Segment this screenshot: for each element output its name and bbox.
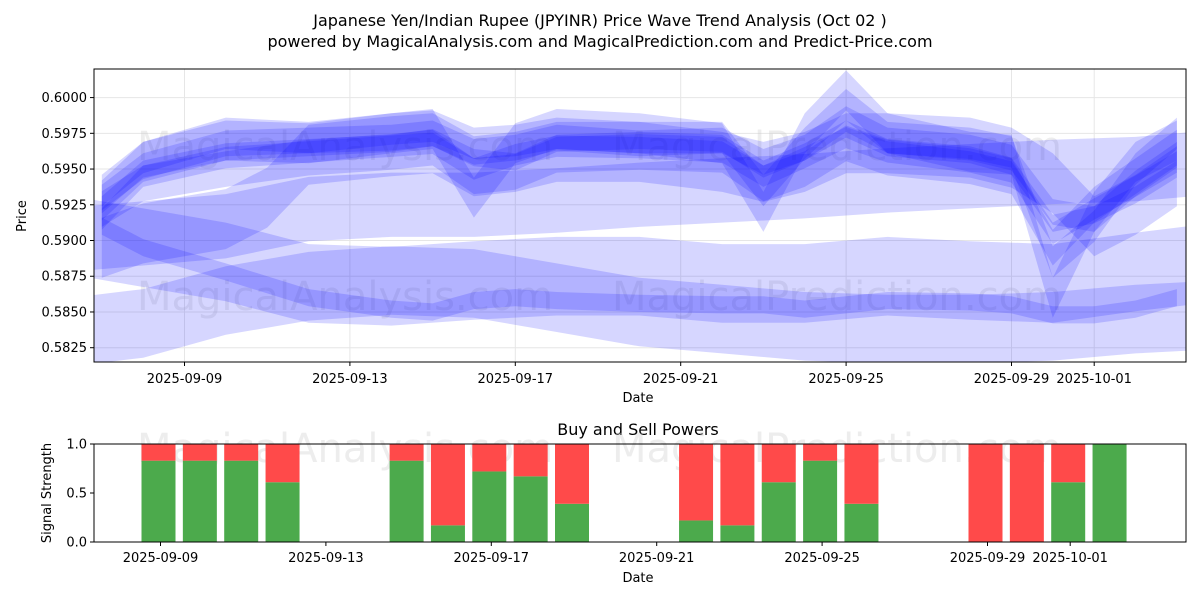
sell-bar: [803, 444, 838, 461]
buy-bar: [265, 482, 300, 542]
sell-bar: [182, 444, 217, 461]
power-x-tick-label: 2025-09-09: [123, 551, 199, 566]
sell-bar: [1009, 444, 1044, 542]
price-wave-band: [101, 106, 1177, 232]
buy-bar: [803, 460, 838, 542]
price-wave-band: [101, 70, 1177, 318]
watermark-analysis-mid: MagicalAnalysis.com: [137, 274, 553, 320]
buy-bar: [224, 460, 259, 542]
watermark-prediction-top: MagicalPrediction.com: [612, 124, 1062, 170]
sell-bar: [141, 444, 176, 461]
power-chart-title: Buy and Sell Powers: [557, 420, 719, 439]
price-x-axis-label: Date: [622, 391, 653, 406]
sell-bar: [430, 444, 465, 526]
sell-bar: [513, 444, 548, 477]
power-x-tick-label: 2025-09-25: [784, 551, 860, 566]
power-axes: 0.0 0.5 1.0 2025-09-09 2025-09-13 2025-09-17 2…: [66, 438, 1108, 567]
buy-bar: [472, 471, 507, 542]
power-y-tick-label: 0.5: [66, 487, 87, 502]
buy-bar: [679, 520, 714, 542]
price-wave-band: [101, 120, 1177, 232]
power-y-tick-label: 0.0: [66, 536, 87, 551]
price-y-tick-label: 0.5875: [42, 270, 88, 285]
price-x-tick-label: 2025-09-13: [312, 372, 388, 387]
chart-subtitle: powered by MagicalAnalysis.com and Magic…: [267, 32, 932, 51]
power-y-tick-label: 1.0: [66, 438, 87, 453]
price-wave-band: [101, 217, 1177, 324]
sell-bar: [720, 444, 755, 526]
power-x-tick-label: 2025-09-17: [454, 551, 530, 566]
buy-bar: [182, 460, 217, 542]
price-wave-band: [101, 89, 1177, 278]
price-wave-band: [101, 126, 1177, 245]
price-y-tick-label: 0.5950: [42, 163, 88, 178]
power-x-axis-label: Date: [622, 571, 653, 586]
sell-bar: [555, 444, 589, 504]
sell-bar: [968, 444, 1003, 542]
power-x-tick-label: 2025-10-01: [1032, 551, 1108, 566]
watermark-analysis-top: MagicalAnalysis.com: [137, 124, 553, 170]
price-y-tick-label: 0.5975: [42, 127, 88, 142]
price-y-tick-label: 0.5925: [42, 198, 88, 213]
power-bars: [141, 444, 1127, 542]
buy-bar: [1051, 482, 1086, 542]
buy-bar: [844, 503, 879, 542]
buy-bar: [1092, 444, 1127, 542]
chart-title: Japanese Yen/Indian Rupee (JPYINR) Price…: [312, 11, 887, 30]
buy-bar: [555, 503, 589, 542]
sell-bar: [1051, 444, 1086, 483]
price-x-tick-label: 2025-09-09: [147, 372, 223, 387]
sell-bar: [389, 444, 424, 461]
buy-bar: [389, 460, 424, 542]
price-x-tick-label: 2025-09-25: [808, 372, 884, 387]
power-x-tick-label: 2025-09-13: [288, 551, 364, 566]
sell-bar: [761, 444, 796, 483]
buy-bar: [513, 476, 548, 542]
price-plot-frame: [93, 68, 1187, 363]
sell-bar: [844, 444, 879, 504]
power-y-axis-label: Signal Strength: [40, 443, 55, 543]
sell-bar: [679, 444, 714, 521]
price-y-tick-label: 0.5850: [42, 305, 88, 320]
price-wave-band: [94, 246, 1186, 362]
price-y-tick-label: 0.5900: [42, 234, 88, 249]
watermark-prediction-mid: MagicalPrediction.com: [612, 274, 1062, 320]
price-wave-band: [94, 132, 1186, 270]
buy-bar: [430, 525, 465, 542]
price-x-tick-label: 2025-09-21: [643, 372, 719, 387]
price-y-axis-label: Price: [15, 200, 30, 232]
power-x-tick-label: 2025-09-29: [950, 551, 1026, 566]
price-x-tick-label: 2025-09-29: [974, 372, 1050, 387]
buy-bar: [720, 525, 755, 542]
power-x-tick-label: 2025-09-21: [619, 551, 695, 566]
buy-bar: [141, 460, 176, 542]
price-x-tick-label: 2025-09-17: [478, 372, 554, 387]
price-wave-bands: [94, 70, 1186, 362]
price-grid: [94, 69, 1186, 362]
sell-bar: [224, 444, 259, 461]
price-y-tick-label: 0.5825: [42, 341, 88, 356]
price-wave-band: [101, 125, 1177, 266]
buy-bar: [761, 482, 796, 542]
price-watermarks: MagicalAnalysis.com MagicalPrediction.co…: [137, 124, 1062, 320]
price-axes: 0.5825 0.5850 0.5875 0.5900 0.5925 0.5950 0.59…: [42, 91, 1132, 387]
sell-bar: [265, 444, 300, 483]
price-x-tick-label: 2025-10-01: [1056, 372, 1132, 387]
price-wave-band: [101, 113, 1177, 278]
price-wave-band: [94, 199, 1186, 326]
price-y-tick-label: 0.6000: [42, 91, 88, 106]
sell-bar: [472, 444, 507, 472]
